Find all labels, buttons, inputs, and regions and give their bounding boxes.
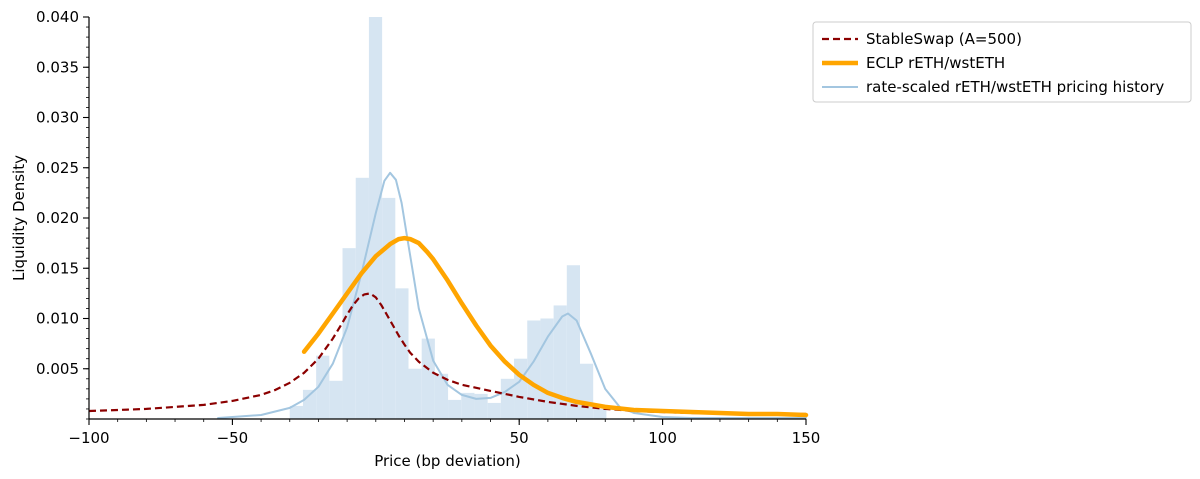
x-tick-label: 100 [648, 429, 677, 447]
y-tick-label: 0.025 [36, 159, 79, 177]
histogram-bar [382, 197, 396, 419]
x-tick-label: −100 [68, 429, 109, 447]
histogram-bar [527, 320, 541, 419]
histogram-bar [395, 288, 409, 419]
histogram-bar [553, 305, 567, 419]
stableswap-legend-label: StableSwap (A=500) [866, 30, 1022, 48]
histogram-bar [408, 368, 422, 419]
histogram-bar [487, 402, 501, 419]
histogram-bar [514, 358, 528, 419]
x-tick-label: −50 [217, 429, 249, 447]
history-legend-label: rate-scaled rETH/wstETH pricing history [866, 78, 1164, 96]
histogram-bar [355, 177, 369, 419]
histogram-bar [434, 373, 449, 419]
eclp-legend-label: ECLP rETH/wstETH [866, 54, 1005, 72]
y-tick-label: 0.040 [36, 8, 79, 26]
histogram-bars [289, 17, 607, 419]
histogram-bar [500, 378, 515, 419]
axes [88, 17, 806, 420]
legend-entries: StableSwap (A=500) ECLP rETH/wstETH rate-s… [822, 30, 1164, 96]
eclp-line [301, 235, 809, 418]
y-tick-label: 0.010 [36, 310, 79, 328]
series-lines [88, 171, 809, 419]
histogram-bar [593, 408, 607, 419]
histogram-bar [289, 405, 303, 419]
axis-ticks: −100 −50 50 100 150 0.005 0.010 0.015 0.020 0.025… [36, 8, 820, 447]
x-tick-label: 150 [792, 429, 821, 447]
histogram-bar [461, 392, 475, 419]
x-tick-label: 50 [510, 429, 529, 447]
histogram-bar [316, 355, 330, 419]
histogram-bar [421, 338, 435, 419]
histogram-bar [580, 363, 594, 419]
y-tick-label: 0.030 [36, 109, 79, 127]
y-tick-label: 0.005 [36, 360, 79, 378]
x-axis-label: Price (bp deviation) [374, 452, 521, 470]
histogram-bar [329, 380, 343, 419]
legend: StableSwap (A=500) ECLP rETH/wstETH rate-s… [812, 21, 1192, 103]
y-axis-label: Liquidity Density [10, 155, 28, 281]
histogram-bar [342, 248, 356, 419]
histogram-bar [540, 318, 554, 419]
y-tick-label: 0.035 [36, 58, 79, 76]
legend-box [812, 21, 1192, 103]
histogram-bar [566, 265, 581, 419]
y-tick-label: 0.020 [36, 209, 79, 227]
histogram-bar [448, 399, 462, 419]
y-tick-label: 0.015 [36, 259, 79, 277]
histogram-bar [474, 393, 488, 419]
